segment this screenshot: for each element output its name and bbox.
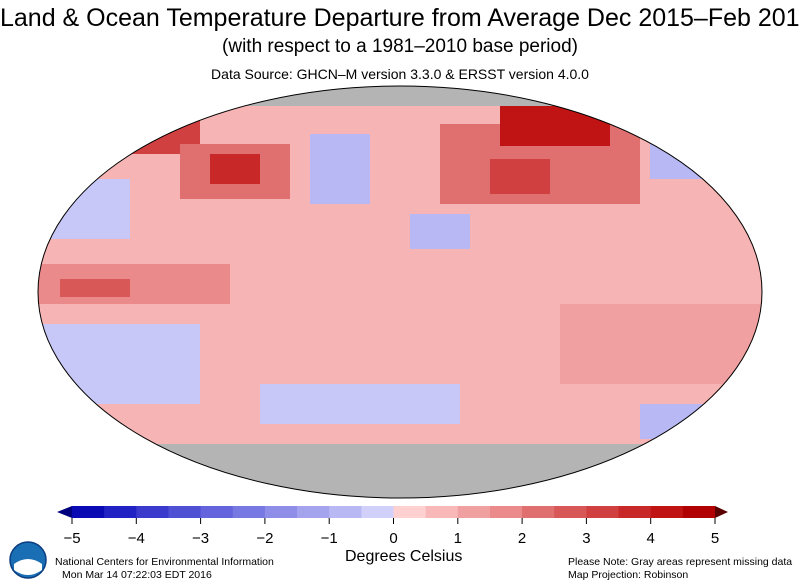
missing-data-note: Please Note: Gray areas represent missin… [568,556,793,568]
data-source: Data Source: GHCN–M version 3.3.0 & ERSS… [211,66,589,82]
colorbar-bin [425,506,459,518]
cool-region-north-pacific [40,179,130,239]
cool-region-southern-ocean-east [640,404,760,439]
warm-region-siberia [500,106,610,146]
colorbar-bin [650,506,684,518]
cool-region-north-atlantic [310,134,370,204]
colorbar-bin [329,506,362,518]
colorbar-tick-label: −2 [256,530,274,547]
arctic-missing-data [38,86,762,106]
colorbar-bin [682,506,716,518]
cool-anomaly-regions [40,134,760,439]
colorbar-bin [457,506,491,518]
colorbar-units: Degrees Celsius [345,548,463,565]
antarctic-missing-data [38,444,762,498]
warm-region-indian-ocean [560,304,760,384]
map-border [37,85,763,499]
colorbar-over-triangle [715,506,728,518]
colorbar-tick-label: −5 [63,530,81,547]
colorbar-bin [586,506,620,518]
cool-region-east-asia [650,139,710,179]
colorbar-bin [104,506,137,518]
colorbar-bin [136,506,169,518]
timestamp: Mon Mar 14 07:22:03 EDT 2016 [62,569,212,581]
colorbar-bin [72,506,105,518]
colorbar-tick-label: −3 [192,530,210,547]
map-title: Land & Ocean Temperature Departure from … [0,4,800,32]
warm-region-russia [490,159,550,194]
colorbar-bin [264,506,298,518]
colorbar-bin [554,506,587,518]
colorbar-tick-label: 3 [582,530,591,547]
colorbar-tick-label: 0 [389,530,398,547]
colorbar-tick-label: −4 [127,530,145,547]
projection-label: Map Projection: Robinson [568,569,689,581]
colorbar-bin [361,506,394,518]
colorbar-tick-label: 4 [646,530,655,547]
colorbar-tick-label: −1 [320,530,338,547]
cool-region-southern-ocean [260,384,460,424]
warm-region-enso [60,279,130,297]
colorbar-bin [168,506,202,518]
colorbar-tick-label: 5 [710,530,720,547]
organization-name: National Centers for Environmental Infor… [55,556,274,568]
cool-region-south-pacific [40,324,200,404]
colorbar-bin [522,506,555,518]
colorbar-bin [393,506,427,518]
warm-region-hudson [210,154,260,184]
colorbar-bin [232,506,266,518]
noaa-logo-icon [9,541,47,579]
colorbar-tick-label: 1 [453,530,462,547]
colorbar-bin [200,506,234,518]
colorbar [57,506,728,524]
map-subtitle: (with respect to a 1981–2010 base period… [222,36,578,57]
world-temperature-map [37,85,763,499]
colorbar-tick-label: 2 [517,530,527,547]
cool-region-sahel [410,214,470,249]
colorbar-bin [618,506,652,518]
colorbar-under-triangle [57,506,72,518]
colorbar-bin [489,506,523,518]
colorbar-bin [297,506,330,518]
